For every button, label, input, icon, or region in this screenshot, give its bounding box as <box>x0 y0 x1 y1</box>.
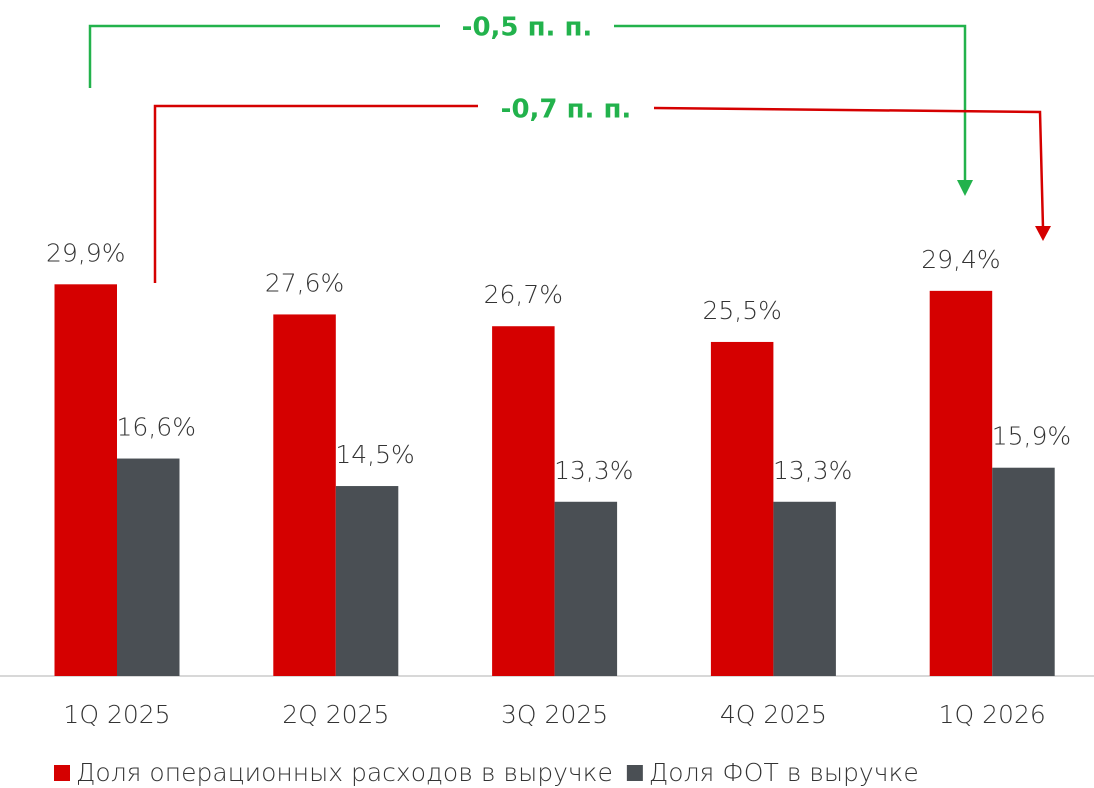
bar <box>492 326 555 676</box>
annotation-line <box>614 24 967 182</box>
legend-label: Доля ФОТ в выручке <box>649 758 919 787</box>
x-tick-label: 3Q 2025 <box>501 700 608 729</box>
x-tick-label: 1Q 2026 <box>939 700 1046 729</box>
value-label: 13,3% <box>773 456 852 485</box>
value-label: 16,6% <box>117 413 196 442</box>
bar <box>554 501 618 676</box>
x-tick-label: 2Q 2025 <box>282 700 389 729</box>
value-label: 27,6% <box>265 268 344 297</box>
value-label: 25,5% <box>702 296 781 325</box>
annotation-line <box>153 104 478 283</box>
annotation-line <box>653 106 1045 229</box>
x-tick-label: 1Q 2025 <box>63 700 170 729</box>
legend-swatch <box>54 765 70 781</box>
bar <box>710 341 774 676</box>
bar <box>773 501 836 676</box>
annotation: -0,7 п. п. <box>501 95 632 125</box>
annotation-arrow <box>957 180 973 196</box>
bar <box>273 314 336 676</box>
value-label: 13,3% <box>554 456 633 485</box>
value-label: 14,5% <box>335 440 414 469</box>
legend-label: Доля операционных расходов в выручке <box>76 758 613 787</box>
value-label: 29,9% <box>46 238 125 267</box>
annotation: -0,5 п. п. <box>462 13 593 43</box>
annotation-arrow <box>1035 226 1051 241</box>
bar <box>335 486 399 676</box>
value-label: 26,7% <box>484 280 563 309</box>
bar <box>929 290 993 676</box>
legend-swatch <box>626 765 643 781</box>
bar <box>992 467 1055 676</box>
value-label: 29,4% <box>921 245 1000 274</box>
value-label: 15,9% <box>992 422 1071 451</box>
annotation-line <box>88 24 440 88</box>
x-tick-label: 4Q 2025 <box>720 700 827 729</box>
bar <box>117 458 180 676</box>
bar <box>54 284 117 676</box>
